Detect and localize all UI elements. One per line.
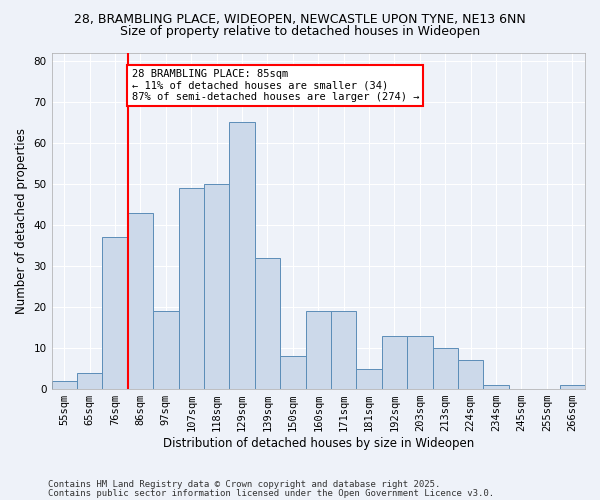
Bar xyxy=(280,356,305,389)
Text: Size of property relative to detached houses in Wideopen: Size of property relative to detached ho… xyxy=(120,25,480,38)
Y-axis label: Number of detached properties: Number of detached properties xyxy=(15,128,28,314)
Bar xyxy=(153,311,179,389)
Bar xyxy=(255,258,280,389)
Text: Contains HM Land Registry data © Crown copyright and database right 2025.: Contains HM Land Registry data © Crown c… xyxy=(48,480,440,489)
Bar xyxy=(77,372,103,389)
Bar xyxy=(229,122,255,389)
Bar xyxy=(433,348,458,389)
Bar xyxy=(305,311,331,389)
Bar xyxy=(356,368,382,389)
Text: Contains public sector information licensed under the Open Government Licence v3: Contains public sector information licen… xyxy=(48,490,494,498)
Text: 28, BRAMBLING PLACE, WIDEOPEN, NEWCASTLE UPON TYNE, NE13 6NN: 28, BRAMBLING PLACE, WIDEOPEN, NEWCASTLE… xyxy=(74,12,526,26)
Bar xyxy=(128,212,153,389)
X-axis label: Distribution of detached houses by size in Wideopen: Distribution of detached houses by size … xyxy=(163,437,474,450)
Bar xyxy=(103,237,128,389)
Text: 28 BRAMBLING PLACE: 85sqm
← 11% of detached houses are smaller (34)
87% of semi-: 28 BRAMBLING PLACE: 85sqm ← 11% of detac… xyxy=(131,69,419,102)
Bar xyxy=(484,385,509,389)
Bar xyxy=(204,184,229,389)
Bar xyxy=(458,360,484,389)
Bar xyxy=(407,336,433,389)
Bar xyxy=(331,311,356,389)
Bar xyxy=(179,188,204,389)
Bar xyxy=(560,385,585,389)
Bar xyxy=(52,381,77,389)
Bar xyxy=(382,336,407,389)
